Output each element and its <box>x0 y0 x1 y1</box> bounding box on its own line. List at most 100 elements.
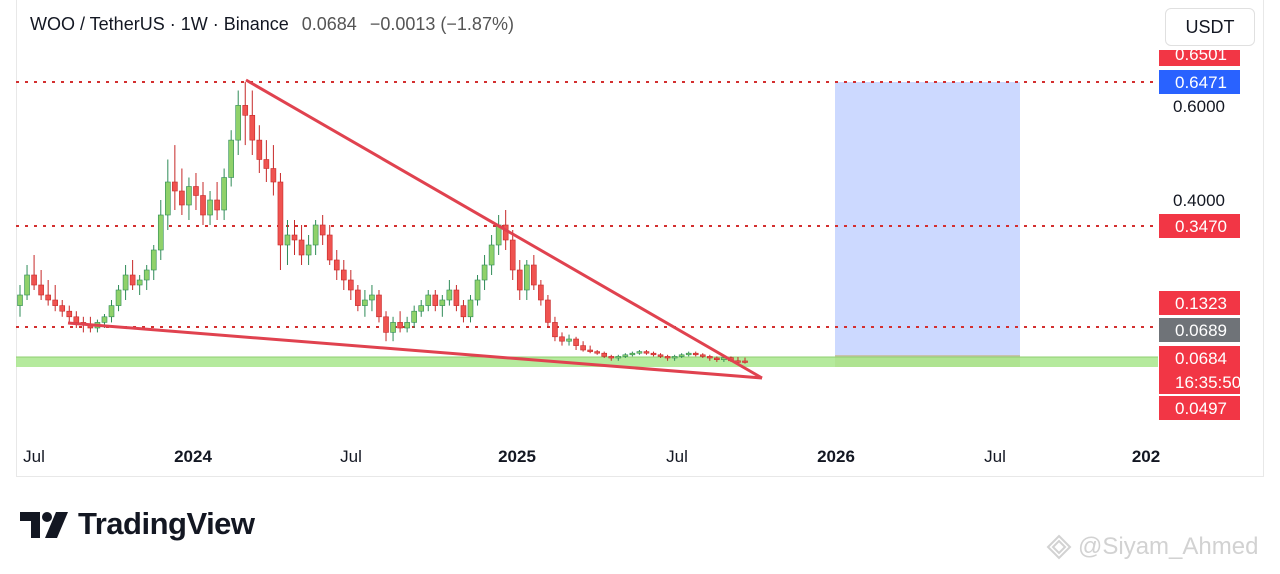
price-label: 0.0689 <box>1159 318 1240 342</box>
candle-body <box>31 274 37 286</box>
candle-body <box>678 354 685 357</box>
candle-body <box>404 322 410 329</box>
candle-body <box>566 338 572 342</box>
candle-body <box>101 316 108 323</box>
watermark-text: @Siyam_Ahmed <box>1078 533 1259 560</box>
price-label-bg <box>1159 291 1240 315</box>
candle-body <box>460 305 467 318</box>
y-axis-tick-label: 0.6000 <box>1173 97 1225 116</box>
price-label-text: 0.0684 <box>1175 349 1227 368</box>
candle-body <box>249 114 256 141</box>
candle-body <box>150 249 157 271</box>
candle-body <box>326 234 333 261</box>
price-label: 0.0684 <box>1159 346 1240 370</box>
currency-button[interactable]: USDT <box>1165 8 1255 46</box>
candle-body <box>38 284 44 296</box>
candle-body <box>340 269 347 281</box>
candle-body <box>552 322 558 338</box>
price-label-bg <box>1159 346 1240 370</box>
chart-header: WOO / TetherUS · 1W · Binance 0.0684 −0.… <box>30 14 514 35</box>
price-label-text: 0.6501 <box>1175 45 1227 64</box>
candle-body <box>390 322 396 333</box>
candle-body <box>52 299 58 306</box>
candle-body <box>59 305 66 312</box>
tradingview-logo-icon <box>20 512 68 538</box>
price-label-text: 0.0497 <box>1175 399 1227 418</box>
symbol-title[interactable]: WOO / TetherUS · 1W · Binance <box>30 14 289 34</box>
last-price: 0.0684 <box>301 14 357 34</box>
candle-body <box>228 139 234 178</box>
candle-body <box>136 279 143 286</box>
candle-body <box>200 195 206 216</box>
candle-body <box>545 299 551 323</box>
candle-body <box>474 279 481 301</box>
x-axis-tick-label: Jul <box>666 447 688 466</box>
candle-body <box>432 294 439 306</box>
candle-body <box>685 352 692 356</box>
price-label-bg <box>1159 396 1240 420</box>
price-label-text: 0.1323 <box>1175 294 1227 313</box>
candle-body <box>263 159 270 169</box>
candle-body <box>692 352 699 356</box>
candle-body <box>179 190 185 206</box>
price-label: 0.6501 <box>1159 45 1240 66</box>
x-axis-tick-label: 2025 <box>498 447 536 466</box>
candle-body <box>270 168 277 183</box>
candle-body <box>439 299 446 306</box>
candle-body <box>312 224 319 246</box>
candle-body <box>186 186 192 206</box>
brand-name: TradingView <box>78 506 255 541</box>
support-band <box>16 357 1158 367</box>
candle-body <box>17 294 23 306</box>
candle-body <box>629 352 636 356</box>
candle-body <box>538 284 544 301</box>
price-label-bg <box>1159 370 1240 394</box>
price-label: 0.0497 <box>1159 396 1240 420</box>
price-label: 0.6471 <box>1159 70 1240 94</box>
candle-body <box>699 354 706 357</box>
candle-body <box>467 299 474 318</box>
candle-body <box>24 274 30 296</box>
candle-body <box>333 259 340 271</box>
projection-zone <box>835 82 1020 357</box>
candle-body <box>636 351 643 354</box>
candle-body <box>622 354 629 357</box>
price-label-text: 0.6471 <box>1175 73 1227 92</box>
candle-body <box>45 294 51 301</box>
candle-body <box>425 294 432 306</box>
candle-body <box>362 299 368 306</box>
price-label: 0.3470 <box>1159 214 1240 238</box>
candle-body <box>601 352 608 357</box>
price-label-text: 16:35:50 <box>1175 373 1241 392</box>
candle-body <box>115 289 122 306</box>
candle-body <box>587 349 593 352</box>
candle-body <box>122 274 129 291</box>
price-chart[interactable]: 0.6000 0.4000 Jul 2024 Jul 2025 Jul 2026 Jul 202… <box>0 0 1280 480</box>
candle-body <box>66 310 73 318</box>
candle-body <box>172 181 178 192</box>
candle-body <box>165 181 171 216</box>
price-label: 0.1323 <box>1159 291 1240 315</box>
tiktok-style-icon <box>1046 534 1072 560</box>
price-label: 16:35:50 <box>1159 370 1241 394</box>
price-change: −0.0013 (−1.87%) <box>369 14 514 34</box>
candle-body <box>376 294 382 318</box>
candle-body <box>298 239 305 256</box>
candle-body <box>650 352 657 356</box>
price-label-text: 0.3470 <box>1175 217 1227 236</box>
candle-body <box>580 345 586 351</box>
candle-body <box>397 322 403 329</box>
watermark: @Siyam_Ahmed <box>1046 533 1258 561</box>
candle-body <box>742 360 748 363</box>
price-label-bg <box>1159 50 1240 66</box>
candle-body <box>143 269 150 281</box>
candle-body <box>509 239 516 271</box>
candle-body <box>256 139 263 160</box>
x-axis-tick-label: 2024 <box>174 447 212 466</box>
candle-body <box>214 199 220 211</box>
candle-body <box>319 224 326 236</box>
candle-body <box>291 234 298 241</box>
candle-body <box>488 244 495 266</box>
x-axis-tick-label: Jul <box>23 447 45 466</box>
candle-body <box>453 289 460 306</box>
